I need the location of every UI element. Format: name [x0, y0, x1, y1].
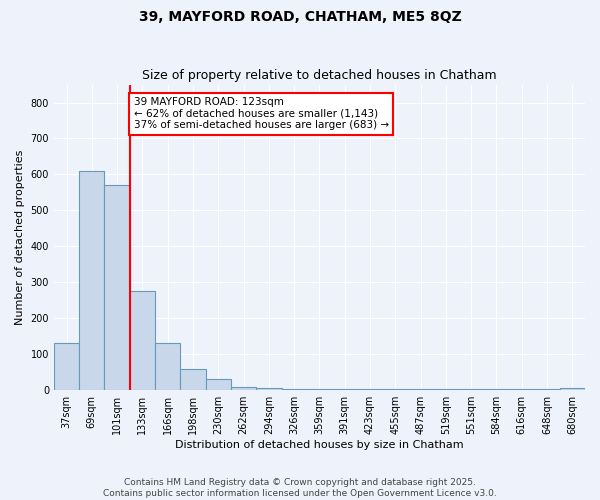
- Title: Size of property relative to detached houses in Chatham: Size of property relative to detached ho…: [142, 69, 497, 82]
- Bar: [79, 171, 104, 390]
- Bar: [155, 344, 181, 390]
- Bar: [54, 344, 79, 390]
- Bar: [181, 368, 206, 390]
- Bar: [104, 185, 130, 390]
- Bar: [307, 389, 332, 390]
- Bar: [281, 389, 307, 390]
- Y-axis label: Number of detached properties: Number of detached properties: [15, 150, 25, 325]
- X-axis label: Distribution of detached houses by size in Chatham: Distribution of detached houses by size …: [175, 440, 464, 450]
- Bar: [130, 292, 155, 390]
- Text: Contains HM Land Registry data © Crown copyright and database right 2025.
Contai: Contains HM Land Registry data © Crown c…: [103, 478, 497, 498]
- Text: 39 MAYFORD ROAD: 123sqm
← 62% of detached houses are smaller (1,143)
37% of semi: 39 MAYFORD ROAD: 123sqm ← 62% of detache…: [134, 97, 389, 130]
- Bar: [256, 388, 281, 390]
- Text: 39, MAYFORD ROAD, CHATHAM, ME5 8QZ: 39, MAYFORD ROAD, CHATHAM, ME5 8QZ: [139, 10, 461, 24]
- Bar: [206, 380, 231, 390]
- Bar: [231, 386, 256, 390]
- Bar: [560, 388, 585, 390]
